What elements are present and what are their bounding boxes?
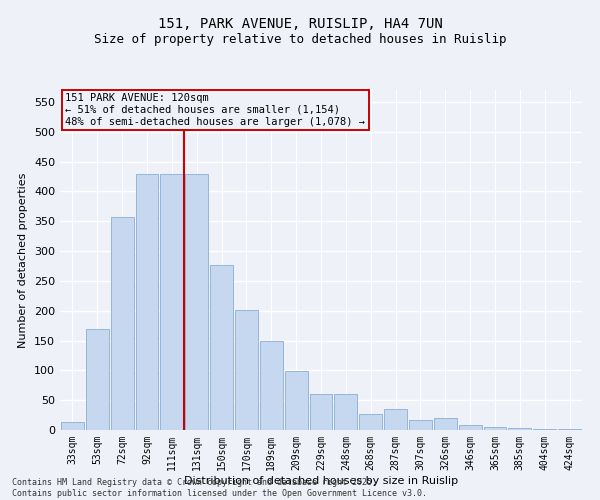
- Bar: [533, 429, 556, 430]
- Text: Size of property relative to detached houses in Ruislip: Size of property relative to detached ho…: [94, 32, 506, 46]
- Bar: [409, 420, 432, 430]
- Text: Contains HM Land Registry data © Crown copyright and database right 2025.
Contai: Contains HM Land Registry data © Crown c…: [12, 478, 427, 498]
- Bar: [334, 394, 357, 430]
- Bar: [359, 414, 382, 430]
- Text: 151, PARK AVENUE, RUISLIP, HA4 7UN: 151, PARK AVENUE, RUISLIP, HA4 7UN: [158, 18, 442, 32]
- Bar: [484, 427, 506, 430]
- Bar: [111, 217, 134, 430]
- Bar: [508, 428, 531, 430]
- Bar: [310, 394, 332, 430]
- Text: 151 PARK AVENUE: 120sqm
← 51% of detached houses are smaller (1,154)
48% of semi: 151 PARK AVENUE: 120sqm ← 51% of detache…: [65, 94, 365, 126]
- Bar: [235, 310, 258, 430]
- Bar: [384, 409, 407, 430]
- Bar: [434, 418, 457, 430]
- Y-axis label: Number of detached properties: Number of detached properties: [19, 172, 28, 348]
- Bar: [558, 429, 581, 430]
- Bar: [285, 371, 308, 430]
- Bar: [260, 340, 283, 430]
- Bar: [459, 425, 482, 430]
- Bar: [61, 422, 84, 430]
- Bar: [136, 174, 158, 430]
- Bar: [86, 328, 109, 430]
- Bar: [210, 265, 233, 430]
- Bar: [185, 174, 208, 430]
- Bar: [160, 174, 183, 430]
- X-axis label: Distribution of detached houses by size in Ruislip: Distribution of detached houses by size …: [184, 476, 458, 486]
